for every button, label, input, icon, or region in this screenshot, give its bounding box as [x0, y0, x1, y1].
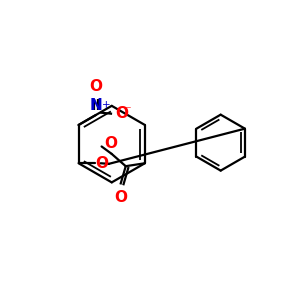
Text: O: O: [95, 156, 108, 171]
Text: ⁻: ⁻: [124, 104, 130, 117]
Text: O: O: [114, 190, 127, 205]
Text: O: O: [115, 106, 128, 121]
Text: +: +: [102, 100, 111, 110]
Text: O: O: [89, 79, 102, 94]
Text: N: N: [89, 98, 102, 113]
Text: O: O: [104, 136, 118, 152]
